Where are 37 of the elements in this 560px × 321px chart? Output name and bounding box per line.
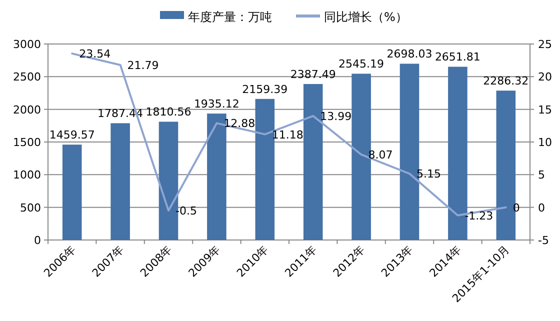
data-label: 2159.39 xyxy=(242,82,288,96)
data-label: 2387.49 xyxy=(290,68,336,82)
data-label: 1935.12 xyxy=(194,98,240,111)
data-label: -1.23 xyxy=(464,209,494,222)
data-label: 2286.32 xyxy=(483,74,529,88)
bar xyxy=(255,98,275,240)
y2-tick-label: 5 xyxy=(538,168,545,182)
y-tick-label: 2000 xyxy=(13,103,41,116)
y-tick-label: 500 xyxy=(20,201,41,214)
data-label: 12.88 xyxy=(224,117,256,130)
bar xyxy=(303,84,323,240)
y-tick-label: 0 xyxy=(34,234,41,247)
y2-tick-label: 10 xyxy=(538,136,552,149)
bar xyxy=(110,123,130,240)
data-label: 1810.56 xyxy=(146,106,192,119)
y2-tick-label: 15 xyxy=(538,103,552,116)
bar xyxy=(352,74,371,240)
data-label: 2698.03 xyxy=(386,48,432,61)
data-label: 2651.81 xyxy=(434,50,480,64)
y-tick-label: 1000 xyxy=(13,168,41,182)
y2-tick-label: -5 xyxy=(538,234,549,247)
data-label: 2545.19 xyxy=(338,58,384,71)
legend-label: 年度产量：万吨 xyxy=(188,10,272,24)
data-label: 1787.44 xyxy=(98,107,144,120)
data-label: 23.54 xyxy=(79,48,111,61)
y-tick-label: 1500 xyxy=(13,136,41,149)
legend-label: 同比增长（%） xyxy=(324,10,408,24)
bar xyxy=(62,144,82,240)
bar xyxy=(207,114,226,240)
y2-tick-label: 25 xyxy=(538,38,552,51)
y2-tick-label: 20 xyxy=(538,70,552,84)
y-tick-label: 3000 xyxy=(13,38,41,51)
y-tick-label: 2500 xyxy=(13,70,41,84)
y2-tick-label: 0 xyxy=(538,201,545,214)
data-label: 1459.57 xyxy=(49,128,95,142)
data-label: 21.79 xyxy=(127,58,159,72)
data-label: 8.07 xyxy=(368,148,393,162)
